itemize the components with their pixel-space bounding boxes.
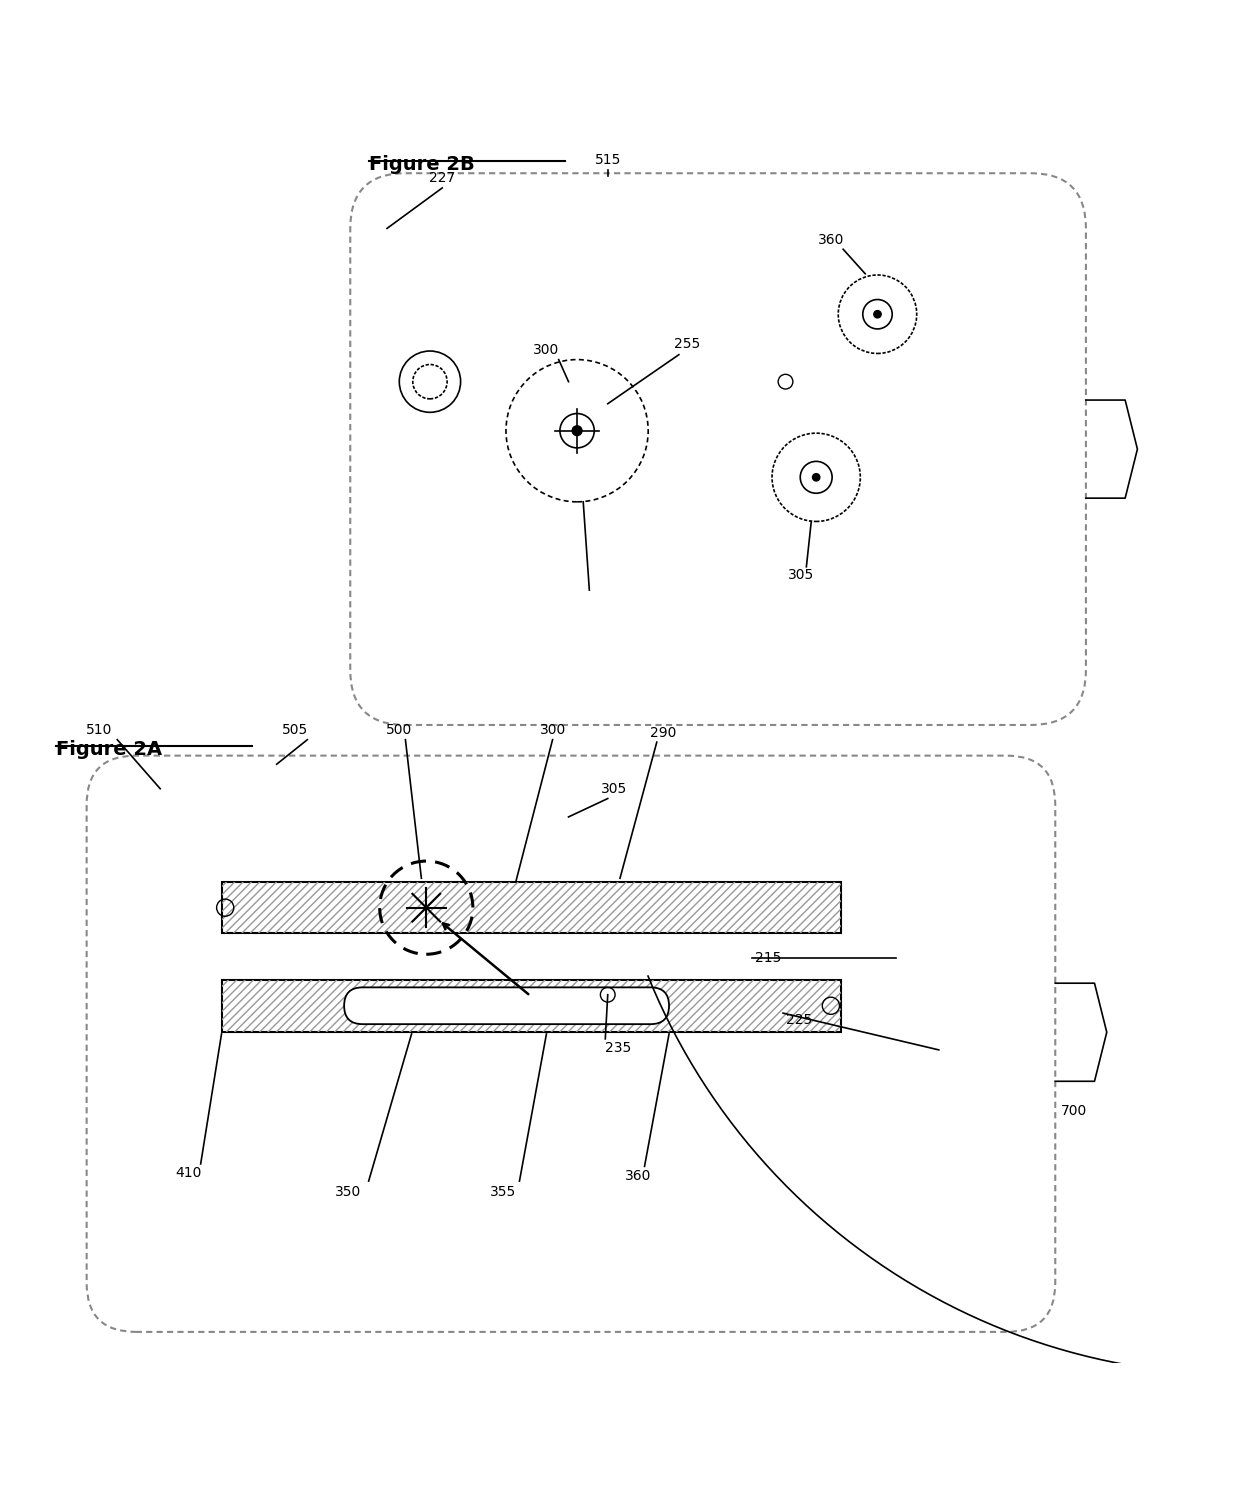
Text: 360: 360	[817, 232, 844, 247]
Text: 515: 515	[594, 153, 621, 166]
Text: 700: 700	[1060, 1105, 1086, 1118]
Text: 225: 225	[785, 1013, 812, 1027]
Text: 300: 300	[539, 723, 565, 738]
Circle shape	[874, 310, 882, 318]
Text: 215: 215	[755, 950, 781, 965]
Bar	[222, 980, 841, 1031]
Text: 350: 350	[335, 1184, 361, 1199]
Bar	[222, 980, 841, 1031]
FancyBboxPatch shape	[345, 988, 670, 1024]
Text: 500: 500	[386, 723, 413, 738]
Bar	[222, 881, 841, 934]
Text: 355: 355	[490, 1184, 517, 1199]
Text: 510: 510	[86, 723, 112, 738]
Text: 235: 235	[605, 1042, 631, 1055]
Text: 300: 300	[533, 343, 559, 357]
Text: 227: 227	[429, 171, 455, 186]
Text: Figure 2B: Figure 2B	[368, 154, 475, 174]
Text: 305: 305	[600, 782, 627, 796]
Text: 360: 360	[625, 1169, 651, 1183]
Text: 255: 255	[675, 337, 701, 351]
Text: 410: 410	[175, 1166, 202, 1180]
Text: 305: 305	[789, 568, 815, 582]
Circle shape	[572, 426, 582, 436]
Circle shape	[812, 474, 820, 481]
Text: Figure 2A: Figure 2A	[56, 739, 162, 758]
Text: 505: 505	[281, 723, 309, 738]
Bar	[222, 881, 841, 934]
Text: 290: 290	[650, 726, 676, 739]
